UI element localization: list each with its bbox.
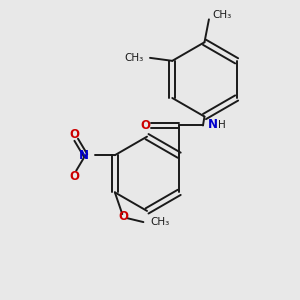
Text: CH₃: CH₃ [212, 10, 231, 20]
Text: O: O [70, 128, 80, 141]
Text: O: O [119, 210, 129, 223]
Text: N: N [208, 118, 218, 131]
Text: N: N [78, 149, 88, 162]
Text: H: H [218, 120, 225, 130]
Text: CH₃: CH₃ [124, 53, 143, 63]
Text: CH₃: CH₃ [151, 217, 170, 227]
Text: O: O [141, 119, 151, 132]
Text: O: O [70, 170, 80, 183]
